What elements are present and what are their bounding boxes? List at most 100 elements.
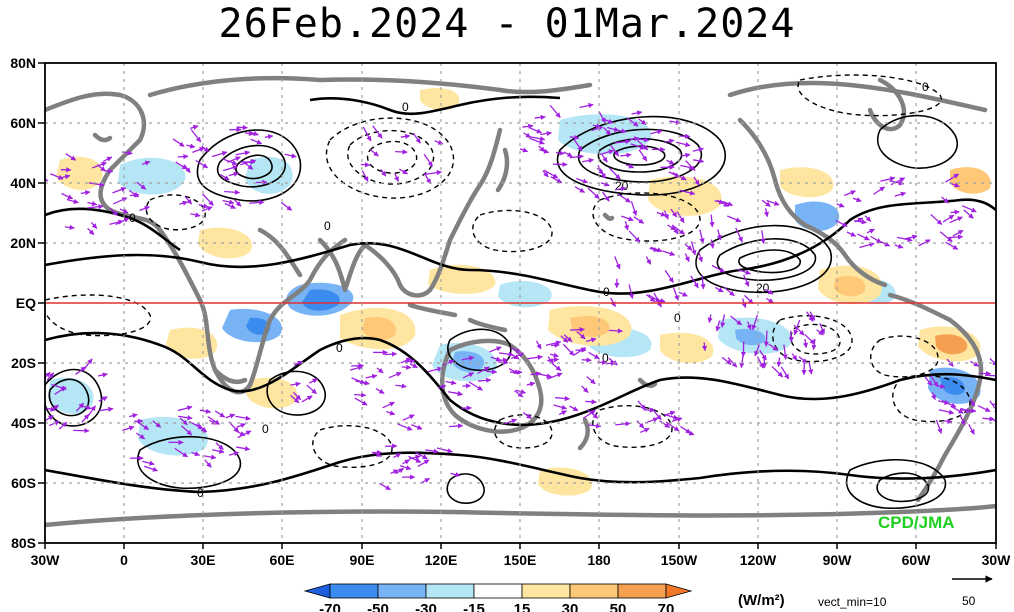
lat-label: EQ <box>16 295 36 311</box>
flux-vector <box>362 126 372 142</box>
flux-vector <box>570 327 585 333</box>
flux-vector <box>434 139 444 145</box>
flux-vector <box>401 364 412 370</box>
flux-vector <box>638 149 648 162</box>
flux-vector <box>630 143 646 150</box>
colorbar-tick-label: 50 <box>610 601 627 612</box>
flux-vector <box>522 123 534 129</box>
flux-vector <box>763 330 769 347</box>
lon-label: 30E <box>191 552 216 568</box>
streamfunction-contours <box>45 74 996 510</box>
flux-vector <box>977 405 991 413</box>
flux-vector <box>542 170 549 178</box>
flux-vector <box>960 407 972 413</box>
lon-label: 120W <box>740 552 777 568</box>
flux-vector <box>692 147 704 153</box>
flux-vector <box>759 349 767 361</box>
flux-vector <box>739 355 745 369</box>
flux-vector <box>175 161 188 170</box>
flux-vector <box>402 459 410 465</box>
contour-label: 0 <box>402 100 409 114</box>
flux-vector <box>99 406 114 412</box>
flux-vector <box>782 344 788 360</box>
flux-vector <box>51 383 67 391</box>
flux-vector <box>65 153 77 161</box>
flux-vector <box>119 208 129 214</box>
flux-vector <box>791 353 798 361</box>
flux-vector <box>555 395 570 402</box>
flux-vector <box>563 151 573 158</box>
flux-vector <box>203 454 217 460</box>
flux-vector <box>636 420 645 429</box>
flux-vector <box>204 459 212 468</box>
flux-vector <box>308 378 318 384</box>
flux-vector <box>408 455 422 463</box>
flux-vector <box>645 293 656 303</box>
flux-vector <box>538 145 546 153</box>
flux-vector <box>384 351 398 357</box>
flux-vector <box>656 211 667 217</box>
flux-vector <box>198 203 209 209</box>
flux-vector <box>399 168 408 175</box>
flux-vector <box>452 391 463 397</box>
flux-vector <box>135 420 150 431</box>
flux-vector <box>614 256 621 270</box>
flux-vector <box>250 138 263 145</box>
flux-vector <box>650 129 663 135</box>
flux-vector <box>179 200 188 206</box>
flux-vector <box>236 446 251 452</box>
flux-vector <box>880 241 891 247</box>
flux-vector <box>510 353 520 360</box>
flux-vector <box>201 193 214 206</box>
lat-label: 60S <box>11 475 36 491</box>
flux-vector <box>486 369 498 375</box>
colorbar-tick-label: -50 <box>367 601 389 612</box>
colorbar: -70 -50 -30 -15 15 30 50 70 <box>303 583 693 612</box>
flux-vector <box>301 395 313 403</box>
flux-vector <box>763 208 769 218</box>
flux-vector <box>680 152 691 158</box>
flux-vector <box>222 165 239 172</box>
flux-vector <box>142 460 155 466</box>
flux-vector <box>690 241 697 256</box>
flux-vector <box>400 357 412 364</box>
flux-vector <box>136 181 147 190</box>
flux-vector <box>653 292 662 308</box>
flux-vector <box>819 322 825 335</box>
flux-vector <box>945 241 959 250</box>
flux-vector <box>950 209 960 215</box>
flux-vector <box>586 376 596 385</box>
flux-vector <box>66 198 79 204</box>
flux-vector <box>643 407 655 413</box>
flux-vector <box>539 373 552 379</box>
flux-vector <box>515 389 527 395</box>
flux-vector <box>737 268 751 275</box>
flux-vector <box>864 215 872 222</box>
flux-vector <box>854 217 864 223</box>
flux-vector <box>233 199 242 207</box>
flux-vector <box>280 201 293 211</box>
flux-vector <box>628 230 641 243</box>
flux-vector <box>529 136 546 142</box>
flux-vector <box>224 202 236 209</box>
flux-vector <box>64 224 75 230</box>
flux-vector <box>835 219 848 228</box>
flux-vector <box>534 114 546 120</box>
flux-vector <box>569 134 580 140</box>
coastlines <box>45 75 996 528</box>
flux-vector <box>788 330 794 343</box>
contour-label: 0 <box>602 351 609 365</box>
flux-vector <box>549 104 561 118</box>
flux-vector <box>560 335 569 343</box>
flux-vector <box>630 201 638 216</box>
flux-vector <box>558 410 567 416</box>
flux-vector <box>698 251 703 263</box>
flux-vector <box>186 143 196 149</box>
flux-vector <box>236 124 248 131</box>
flux-vector <box>45 176 49 182</box>
flux-vector <box>873 186 886 195</box>
vector-min-note: vect_min=10 <box>818 595 887 609</box>
flux-vector <box>134 418 144 424</box>
flux-vector <box>754 344 761 357</box>
flux-vector <box>836 202 845 208</box>
